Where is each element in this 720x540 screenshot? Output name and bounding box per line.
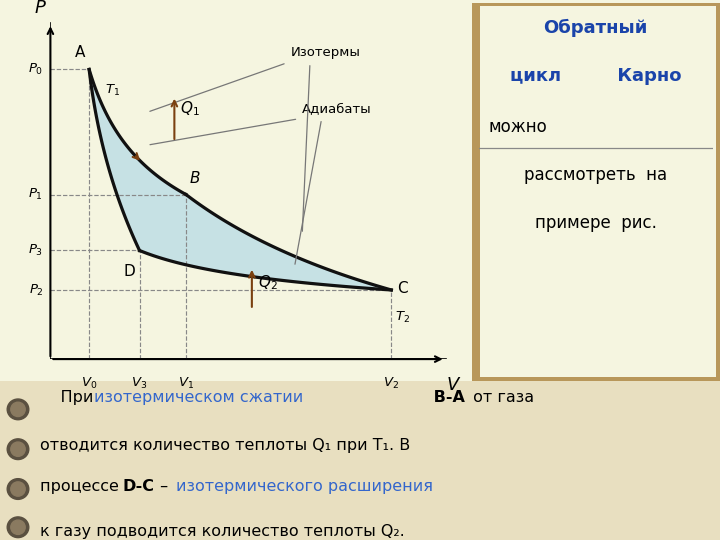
Text: можно: можно xyxy=(488,118,547,136)
Text: изотермического расширения: изотермического расширения xyxy=(176,480,433,495)
Text: $Q_1$: $Q_1$ xyxy=(180,99,200,118)
Text: $P_2$: $P_2$ xyxy=(29,282,43,298)
Text: D: D xyxy=(124,264,135,279)
Text: от газа: от газа xyxy=(468,390,534,405)
Text: –: – xyxy=(155,480,173,495)
Text: $Q_2$: $Q_2$ xyxy=(258,274,277,292)
Text: $T_1$: $T_1$ xyxy=(104,83,120,98)
Ellipse shape xyxy=(11,442,25,456)
Ellipse shape xyxy=(7,517,29,538)
Ellipse shape xyxy=(7,439,29,460)
Text: рассмотреть  на: рассмотреть на xyxy=(524,166,667,184)
Polygon shape xyxy=(89,70,392,290)
Text: $V_0$: $V_0$ xyxy=(81,375,97,390)
Text: $V_1$: $V_1$ xyxy=(178,375,194,390)
Ellipse shape xyxy=(11,402,25,416)
Text: $P$: $P$ xyxy=(35,0,47,17)
Text: D-C: D-C xyxy=(122,480,154,495)
Text: отводится количество теплоты Q₁ при T₁. В: отводится количество теплоты Q₁ при T₁. … xyxy=(40,438,410,453)
Text: $P_0$: $P_0$ xyxy=(28,62,43,77)
Text: $V_2$: $V_2$ xyxy=(383,375,400,390)
Text: $T_2$: $T_2$ xyxy=(395,310,410,325)
Text: A: A xyxy=(75,45,85,59)
Text: $V$: $V$ xyxy=(446,375,461,394)
Text: Изотермы: Изотермы xyxy=(291,46,361,59)
Ellipse shape xyxy=(7,478,29,500)
Text: цикл         Карно: цикл Карно xyxy=(510,67,682,85)
Text: B: B xyxy=(190,171,200,186)
Text: При: При xyxy=(40,390,98,405)
Text: B-A: B-A xyxy=(428,390,465,405)
Text: $P_3$: $P_3$ xyxy=(28,243,43,258)
Text: примере  рис.: примере рис. xyxy=(535,214,657,232)
Text: процессе: процессе xyxy=(40,480,124,495)
Text: Обратный: Обратный xyxy=(544,19,648,37)
Ellipse shape xyxy=(7,399,29,420)
Text: Адиабаты: Адиабаты xyxy=(302,102,372,115)
Ellipse shape xyxy=(11,520,25,535)
Text: $V_3$: $V_3$ xyxy=(132,375,148,390)
Ellipse shape xyxy=(11,482,25,496)
Text: $P_1$: $P_1$ xyxy=(28,187,43,202)
Text: C: C xyxy=(397,281,408,296)
Text: изотермическом сжатии: изотермическом сжатии xyxy=(94,390,303,405)
Text: к газу подводится количество теплоты Q₂.: к газу подводится количество теплоты Q₂. xyxy=(40,524,405,539)
